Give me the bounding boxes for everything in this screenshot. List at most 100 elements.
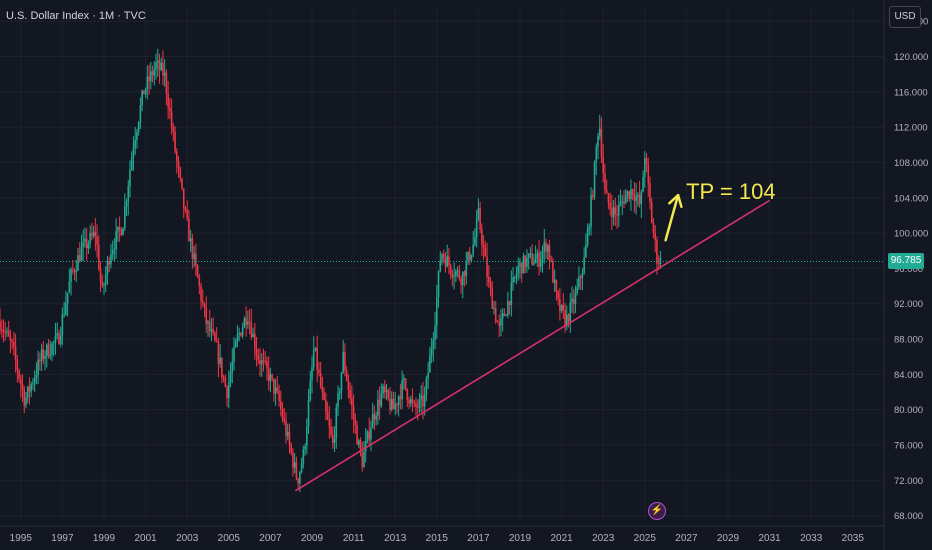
candle-body	[257, 355, 260, 361]
candle-body	[202, 300, 204, 304]
lightning-icon[interactable]: ⚡	[648, 502, 666, 520]
candle-body	[418, 398, 421, 408]
candle-body	[574, 292, 577, 304]
candle-body	[455, 271, 457, 277]
candle-body	[578, 276, 580, 288]
candle-body	[13, 341, 15, 347]
candle-body	[332, 434, 334, 443]
candle-body	[444, 257, 447, 267]
candle-body	[99, 269, 102, 282]
candle-body	[354, 419, 357, 426]
candle-body	[488, 276, 490, 283]
currency-button[interactable]: USD	[889, 6, 921, 28]
candle-body	[583, 257, 585, 274]
candle-body	[255, 348, 258, 356]
time-tick-label: 2017	[467, 533, 490, 544]
candle-body	[382, 385, 384, 394]
price-tick-label: 76.000	[894, 440, 923, 451]
candle-body	[273, 378, 275, 394]
candle-body	[581, 273, 584, 278]
candle-body	[318, 369, 320, 373]
candle-body	[167, 93, 169, 108]
candle-body	[645, 158, 648, 165]
candle-body	[546, 245, 549, 252]
candle-body	[302, 449, 305, 465]
time-tick-label: 2021	[550, 533, 573, 544]
candle-body	[429, 355, 431, 373]
candle-body	[436, 297, 438, 326]
candle-body	[536, 252, 539, 259]
candle-body	[588, 226, 591, 230]
candle-body	[231, 361, 234, 373]
candle-body	[193, 253, 195, 259]
candle-body	[259, 360, 261, 365]
candle-body	[82, 241, 84, 248]
candle-body	[540, 259, 542, 267]
candle-body	[437, 271, 440, 298]
candle-body	[136, 131, 138, 141]
candle-body	[415, 403, 417, 408]
candle-body	[139, 105, 142, 123]
candle-body	[304, 446, 306, 450]
candle-body	[176, 151, 178, 161]
symbol-title: U.S. Dollar Index · 1M · TVC	[6, 10, 146, 22]
candle-body	[28, 386, 31, 392]
candle-body	[576, 287, 578, 293]
time-tick-label: 2031	[758, 533, 781, 544]
candle-body	[11, 340, 13, 342]
tp-annotation[interactable]: TP = 104	[686, 179, 776, 204]
candle-body	[233, 347, 235, 362]
candle-body	[46, 344, 48, 356]
candle-body	[77, 255, 79, 271]
candle-body	[403, 378, 405, 381]
candle-body	[120, 229, 123, 236]
candle-body	[122, 228, 124, 236]
candle-body	[113, 249, 116, 251]
candle-body	[72, 269, 74, 271]
candle-body	[286, 431, 289, 436]
time-tick-label: 2035	[842, 533, 865, 544]
candle-body	[92, 231, 95, 236]
candle-body	[474, 237, 476, 245]
candle-body	[117, 226, 119, 232]
candle-body	[63, 314, 65, 316]
candle-body	[247, 321, 249, 325]
candle-body	[624, 195, 627, 204]
candle-body	[373, 414, 376, 420]
candle-body	[104, 274, 107, 285]
price-tick-label: 84.000	[894, 370, 923, 381]
candle-body	[229, 372, 232, 382]
trendline[interactable]	[294, 199, 771, 492]
time-tick-label: 2015	[426, 533, 449, 544]
candle-body	[59, 335, 62, 344]
candle-body	[635, 196, 637, 201]
candle-body	[2, 329, 5, 332]
candle-body	[637, 194, 639, 197]
price-axis[interactable]: 68.000 72.000 76.000 80.000 84.000 88.000 92.0…	[894, 17, 928, 522]
candle-body	[94, 231, 97, 237]
candle-body	[416, 407, 419, 409]
candle-body	[479, 208, 481, 230]
candle-body	[555, 280, 558, 292]
candle-body	[442, 254, 445, 258]
candle-body	[427, 372, 429, 379]
candle-body	[640, 191, 643, 205]
price-tick-label: 72.000	[894, 476, 923, 487]
candle-body	[356, 425, 358, 445]
candle-body	[91, 233, 93, 236]
candle-body	[39, 359, 41, 362]
candle-body	[115, 231, 117, 250]
candle-body	[456, 270, 459, 272]
price-tick-label: 116.000	[894, 87, 928, 98]
candle-body	[390, 398, 393, 410]
candle-body	[328, 419, 331, 427]
candle-body	[359, 440, 362, 453]
candle-body	[118, 226, 121, 230]
candle-body	[248, 321, 251, 324]
candle-body	[188, 218, 190, 242]
time-tick-label: 2027	[675, 533, 698, 544]
candle-body	[278, 391, 280, 402]
candle-body	[361, 452, 364, 468]
time-axis[interactable]: 1995 1997 1999 2001 2003 2005 2007 2009 2011 2013…	[10, 533, 865, 544]
